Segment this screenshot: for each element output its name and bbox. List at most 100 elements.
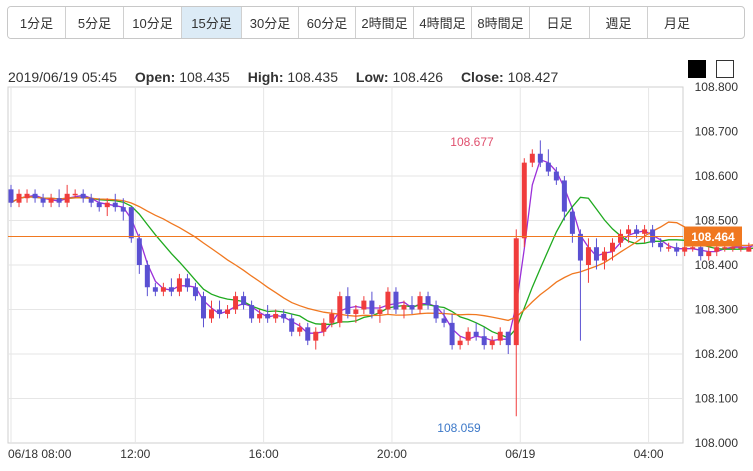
candle-body — [401, 305, 407, 310]
y-tick-label: 108.300 — [695, 303, 739, 317]
candle-body — [610, 242, 615, 252]
x-tick-label: 20:00 — [377, 447, 407, 461]
candle-body — [489, 340, 495, 346]
candle-body — [64, 193, 70, 203]
tab-1[interactable]: 5分足 — [66, 7, 124, 38]
candle-body — [257, 313, 263, 319]
candle-body — [96, 202, 102, 208]
candle-body — [449, 322, 455, 346]
tab-7[interactable]: 4時間足 — [414, 7, 472, 38]
candle-body — [136, 238, 142, 265]
candle-body — [513, 238, 519, 346]
candle-body — [273, 313, 279, 319]
candle-body — [601, 251, 607, 261]
candle-body — [545, 162, 551, 172]
candle-body — [233, 296, 239, 310]
candle-body — [241, 296, 247, 306]
candle-body — [72, 193, 78, 196]
x-tick-label: 06/19 — [505, 447, 535, 461]
y-tick-label: 108.700 — [695, 125, 739, 139]
candle-body — [537, 153, 543, 163]
candle-body — [209, 309, 214, 319]
candle-body — [32, 193, 38, 199]
x-tick-label: 04:00 — [634, 447, 664, 461]
candle-body — [24, 193, 30, 199]
candle-body — [88, 198, 94, 203]
candle-body — [682, 247, 688, 252]
x-tick-label: 12:00 — [120, 447, 150, 461]
high-annotation: 108.677 — [450, 135, 494, 149]
candle-body — [409, 305, 415, 310]
candle-body — [561, 180, 567, 212]
tab-4[interactable]: 30分足 — [242, 7, 299, 38]
candle-body — [152, 287, 158, 292]
dark-theme-button[interactable] — [688, 60, 706, 78]
tab-10[interactable]: 週足 — [590, 7, 648, 38]
candle-body — [184, 278, 190, 288]
candle-body — [337, 296, 343, 323]
candle-body — [666, 247, 672, 249]
candle-body — [425, 296, 431, 306]
light-theme-button[interactable] — [716, 60, 734, 78]
candle-body — [120, 207, 126, 212]
tab-5[interactable]: 60分足 — [299, 7, 356, 38]
candle-body — [521, 162, 527, 239]
candle-body — [577, 233, 583, 261]
low-value: 108.426 — [392, 69, 444, 85]
candle-body — [730, 247, 736, 249]
y-tick-label: 108.600 — [695, 169, 739, 183]
candle-body — [313, 331, 319, 341]
candle-body — [16, 193, 22, 203]
candle-body — [80, 193, 86, 199]
tab-8[interactable]: 8時間足 — [472, 7, 530, 38]
open-value: 108.435 — [179, 69, 230, 85]
candle-body — [361, 300, 367, 310]
candle-body — [265, 313, 271, 319]
candle-body — [658, 242, 664, 248]
x-tick-label: 16:00 — [249, 447, 279, 461]
tab-9[interactable]: 日足 — [530, 7, 590, 38]
candle-body — [690, 247, 696, 249]
candle-body — [497, 331, 503, 341]
tab-2[interactable]: 10分足 — [124, 7, 182, 38]
current-price-label: 108.464 — [691, 230, 735, 244]
candle-body — [505, 331, 511, 346]
tab-6[interactable]: 2時間足 — [356, 7, 414, 38]
candle-body — [746, 247, 752, 252]
candle-body — [168, 287, 174, 292]
candle-body — [465, 331, 471, 341]
candle-body — [377, 309, 383, 314]
close-value: 108.427 — [507, 69, 559, 85]
candle-body — [176, 278, 182, 292]
candle-body — [433, 305, 439, 319]
tab-11[interactable]: 月足 — [648, 7, 706, 38]
candle-body — [369, 300, 375, 314]
ma_long-line — [10, 196, 753, 322]
tab-0[interactable]: 1分足 — [8, 7, 66, 38]
candle-body — [144, 265, 150, 288]
high-label: High: — [247, 69, 284, 85]
candle-body — [481, 336, 487, 346]
candle-body — [642, 229, 648, 234]
candle-body — [722, 247, 728, 249]
candle-body — [441, 318, 447, 323]
candle-body — [305, 327, 311, 341]
candle-body — [321, 322, 327, 332]
y-tick-label: 108.800 — [695, 80, 739, 94]
candle-body — [289, 318, 295, 332]
candle-body — [385, 291, 391, 310]
low-annotation: 108.059 — [437, 421, 481, 435]
x-tick-label: 06/18 08:00 — [8, 447, 72, 461]
tab-3[interactable]: 15分足 — [182, 7, 242, 38]
candle-body — [553, 171, 559, 181]
candle-body — [217, 309, 223, 314]
candle-body — [297, 327, 303, 332]
candle-body — [674, 247, 680, 252]
candle-body — [345, 296, 351, 314]
candle-body — [738, 247, 744, 249]
open-label: Open: — [134, 69, 176, 85]
y-tick-label: 108.500 — [695, 214, 739, 228]
candle-body — [8, 189, 14, 203]
candle-body — [353, 309, 359, 314]
candle-body — [618, 233, 624, 243]
